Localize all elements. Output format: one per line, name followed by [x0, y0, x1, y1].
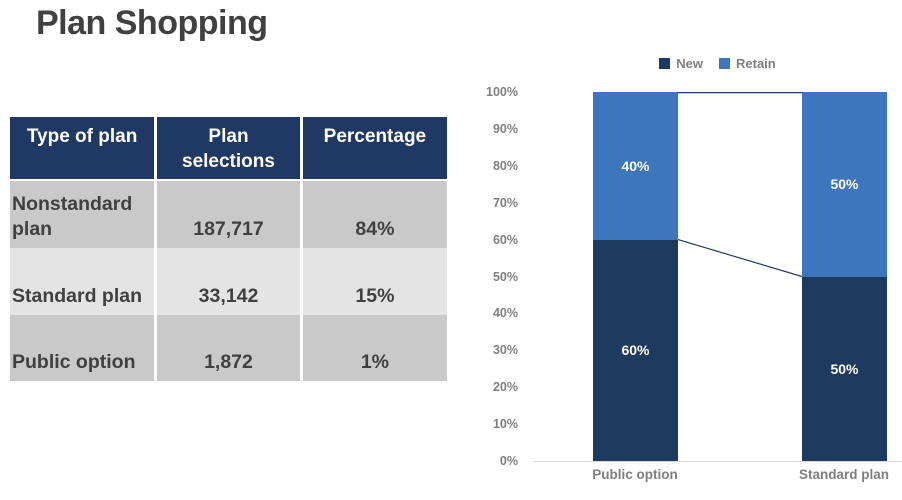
chart-plot-area: 60% 40% 50% 50% [533, 92, 902, 462]
bar-standard-plan: 50% 50% [802, 92, 887, 461]
cell-selections: 33,142 [154, 248, 302, 315]
cell-percentage: 15% [299, 248, 447, 315]
legend-item-new: New [659, 56, 703, 71]
x-axis: Public option Standard plan [533, 467, 902, 485]
y-axis-tick-label: 60% [492, 232, 518, 247]
data-label-new: 50% [830, 360, 859, 377]
y-axis-tick-label: 20% [492, 380, 518, 395]
category-label-public-option: Public option [592, 467, 678, 482]
legend-swatch-retain-icon [719, 57, 730, 69]
segment-new: 60% [593, 239, 678, 461]
y-axis-tick-label: 80% [492, 158, 518, 173]
bar-public-option: 60% 40% [593, 92, 678, 461]
legend-label-retain: Retain [736, 55, 776, 71]
y-axis-tick-label: 70% [492, 195, 518, 210]
legend-item-retain: Retain [719, 56, 776, 71]
series-connector-lines [677, 92, 803, 278]
cell-plan-type: Nonstandard plan [12, 193, 133, 240]
data-label-retain: 40% [621, 157, 650, 174]
table-row: Public option 1,872 1% [10, 315, 447, 381]
header-type-of-plan: Type of plan [10, 117, 156, 181]
segment-retain: 40% [593, 92, 678, 240]
y-axis-tick-label: 50% [492, 269, 518, 284]
table-header-row: Type of plan Plan selections Percentage [10, 117, 447, 181]
legend-swatch-new-icon [659, 57, 671, 69]
y-axis: 0% 10% 20% 30% 40% 50% 60% 70% 80% 90% 100% [440, 85, 518, 468]
segment-new: 50% [802, 276, 887, 461]
cell-plan-type: Standard plan [12, 284, 143, 307]
cell-selections: 1,872 [154, 315, 302, 381]
header-percentage: Percentage [299, 117, 447, 181]
legend-label-new: New [676, 55, 703, 71]
segment-retain: 50% [802, 92, 887, 277]
header-plan-selections: Plan selections [154, 117, 302, 181]
y-axis-tick-label: 40% [492, 306, 518, 321]
y-axis-tick-label: 30% [492, 343, 518, 358]
y-axis-tick-label: 90% [492, 121, 518, 136]
table-row: Nonstandard plan 187,717 84% [10, 180, 447, 248]
cell-percentage: 84% [299, 180, 447, 248]
y-axis-tick-label: 0% [499, 454, 518, 468]
data-label-retain: 50% [830, 176, 859, 193]
plan-shopping-table: Type of plan Plan selections Percentage … [10, 117, 447, 381]
cell-selections: 187,717 [154, 180, 302, 248]
chart-legend: New Retain [533, 55, 902, 71]
y-axis-tick-label: 10% [492, 417, 518, 432]
category-label-standard-plan: Standard plan [798, 467, 890, 482]
y-axis-tick-label: 100% [486, 85, 518, 99]
table-row: Standard plan 33,142 15% [10, 248, 447, 315]
page-title: Plan Shopping [36, 4, 268, 42]
data-label-new: 60% [621, 342, 650, 359]
cell-plan-type: Public option [12, 350, 136, 373]
cell-percentage: 1% [299, 315, 447, 381]
